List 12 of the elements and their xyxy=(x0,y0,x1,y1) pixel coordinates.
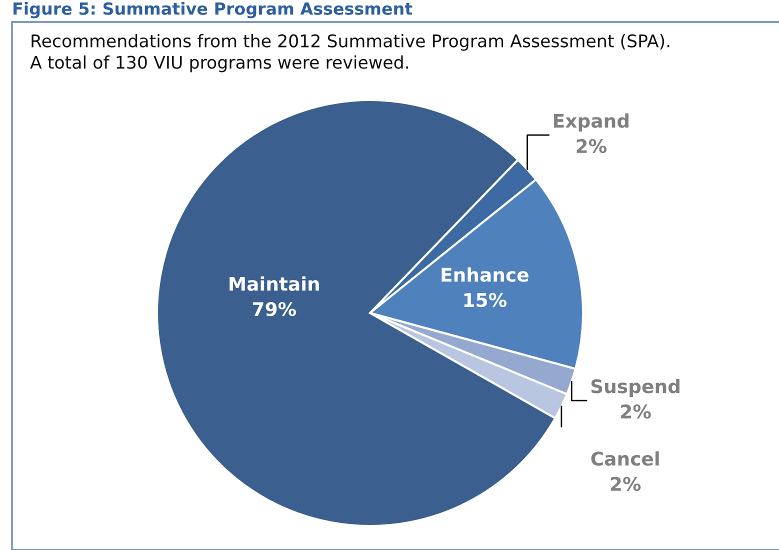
data-label: 79% xyxy=(252,302,296,316)
chart-subtitle: Recommendations from the 2012 Summative Program Assessment (SPA). A total of 130 VIU programs were reviewed. xyxy=(30,34,670,72)
data-label: 15% xyxy=(464,292,507,308)
slice-label: Enhance xyxy=(442,267,528,282)
slice-label: Cancel xyxy=(591,451,659,466)
slice-label: Expand xyxy=(554,113,628,132)
data-label: 2% xyxy=(576,138,607,154)
slice-label: Maintain xyxy=(230,276,319,291)
slice-label: Suspend xyxy=(591,378,680,397)
data-label: 2% xyxy=(610,476,641,492)
data-label: 2% xyxy=(621,404,651,419)
chart-title: Figure 5: Summative Program Assessment xyxy=(14,2,412,18)
